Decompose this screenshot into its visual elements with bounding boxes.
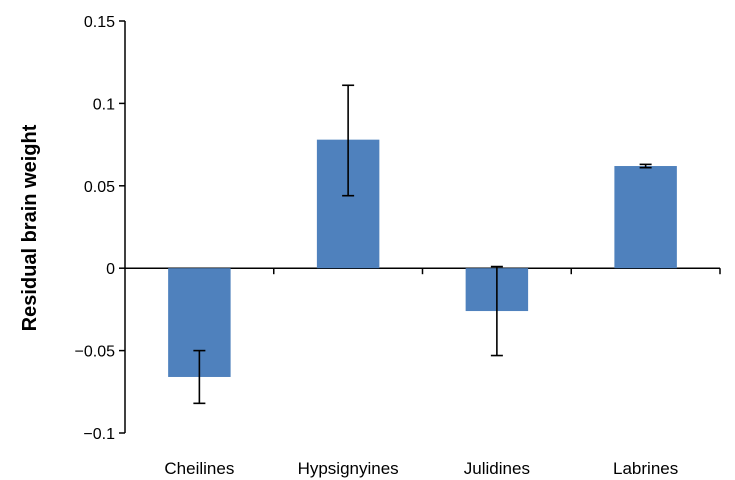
error-bars <box>193 84 652 405</box>
y-tick-label: 0 <box>106 261 115 278</box>
y-tick-label: −0.1 <box>83 426 115 443</box>
x-tick-label: Hypsignyines <box>298 459 399 478</box>
x-tick-label: Julidines <box>464 459 530 478</box>
y-axis-title: Residual brain weight <box>19 124 41 331</box>
y-tick-label: 0.15 <box>84 14 115 31</box>
x-tick-label: Labrines <box>613 459 678 478</box>
y-axis: 0.15 0.1 0.05 0 −0.05 −0.1 <box>75 14 126 443</box>
y-tick-label: −0.05 <box>75 344 116 361</box>
bar <box>614 166 677 269</box>
bars <box>168 139 677 377</box>
x-tick-label: Cheilines <box>164 459 234 478</box>
y-tick-label: 0.05 <box>84 179 115 196</box>
y-tick-label: 0.1 <box>93 96 115 113</box>
x-axis: Cheilines Hypsignyines Julidines Labrines <box>125 267 721 478</box>
